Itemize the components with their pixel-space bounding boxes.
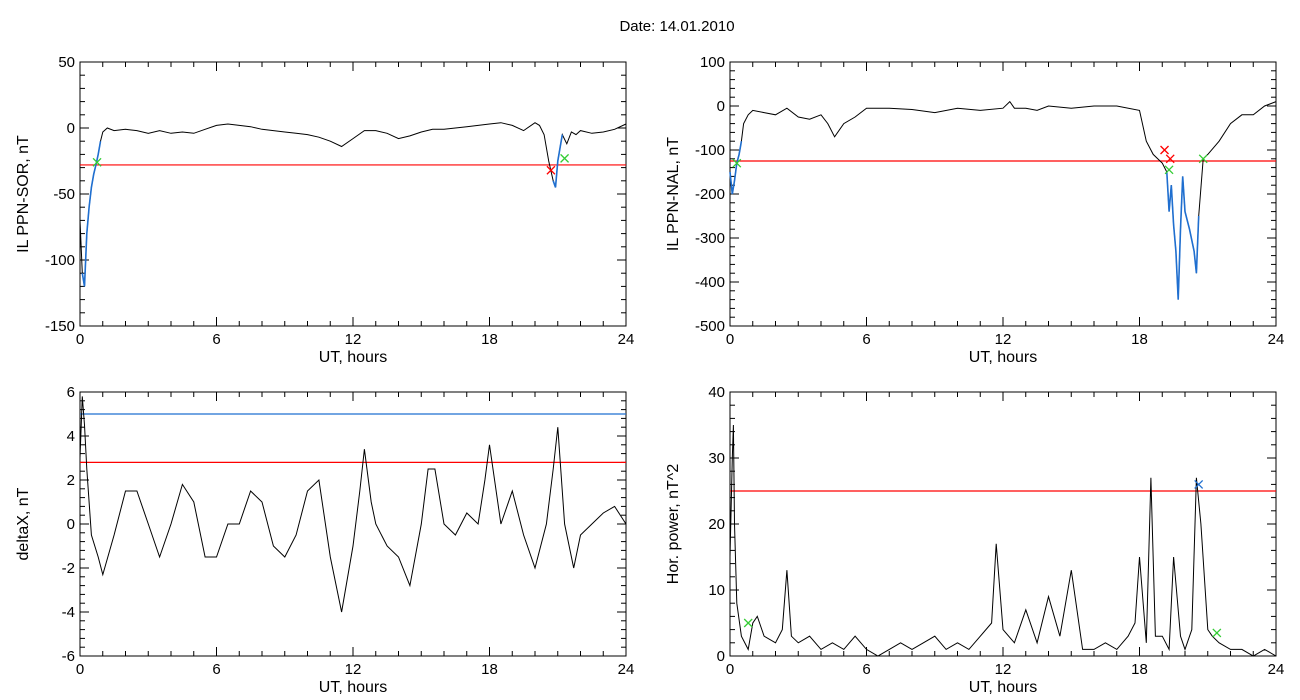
y-tick-label: 0: [67, 516, 75, 533]
marker-stroke: [1194, 479, 1204, 489]
marker-red-x: [546, 165, 556, 175]
panel-ppn-sor: 0 6 12 18 24 -150 -100 -50 0 50 UT, hours IL PPN-SO…: [15, 54, 634, 366]
marker-green-x: [1164, 165, 1174, 175]
y-tick-label: 0: [717, 98, 725, 115]
highlight-trace: [552, 134, 564, 188]
x-axis-label: UT, hours: [319, 679, 387, 696]
y-tick-label: -6: [62, 648, 75, 665]
marker-stroke: [92, 157, 102, 167]
marker-green-x: [92, 157, 102, 167]
y-tick-label: 0: [717, 648, 725, 665]
marker-green-x: [1198, 154, 1208, 164]
data-trace: [79, 122, 627, 287]
x-tick-label: 12: [345, 661, 362, 678]
y-tick-label: -200: [695, 186, 725, 203]
data-trace: [729, 424, 1277, 657]
highlight-trace: [729, 141, 743, 195]
x-tick-label: 24: [618, 331, 635, 348]
marker-stroke: [1160, 145, 1169, 155]
x-tick-label: 12: [345, 331, 362, 348]
figure-title: Date: 14.01.2010: [619, 18, 735, 35]
plot-frame: [79, 391, 627, 657]
x-tick-label: 6: [862, 661, 870, 678]
y-tick-label: -50: [53, 186, 75, 203]
plot-frame: [79, 61, 627, 327]
y-tick-label: -2: [62, 560, 75, 577]
y-tick-label: 0: [67, 120, 75, 137]
x-tick-label: 0: [726, 661, 734, 678]
x-tick-label: 12: [995, 331, 1012, 348]
x-tick-label: 0: [726, 331, 734, 348]
y-axis-label: IL PPN-SOR, nT: [15, 135, 32, 253]
marker-stroke: [732, 158, 742, 168]
highlight-trace: [81, 141, 102, 287]
y-tick-label: 40: [708, 384, 725, 401]
y-tick-label: -4: [62, 604, 75, 621]
marker-blue-x: [1194, 479, 1204, 489]
marker-green-x: [1212, 628, 1222, 638]
marker-stroke: [1165, 154, 1175, 164]
y-tick-label: 50: [58, 54, 75, 71]
y-axis-label: Hor. power, nT^2: [665, 464, 682, 585]
x-tick-label: 18: [1131, 331, 1148, 348]
marker-green-x: [732, 158, 742, 168]
x-tick-label: 24: [1268, 331, 1285, 348]
y-tick-label: 6: [67, 384, 75, 401]
x-axis-label: UT, hours: [969, 679, 1037, 696]
y-tick-label: -100: [45, 252, 75, 269]
marker-red-x: [1160, 145, 1169, 155]
plot-frame: [729, 61, 1277, 327]
y-axis-label: deltaX, nT: [15, 487, 32, 560]
panel-ppn-nal: 0 6 12 18 24 -500 -400 -300 -200 -100 0 100 UT, hour…: [665, 54, 1284, 366]
x-tick-label: 6: [212, 661, 220, 678]
marker-stroke: [743, 618, 753, 628]
x-axis-label: UT, hours: [969, 349, 1037, 366]
panel-hor-power: 0 6 12 18 24 0 10 20 30 40 UT, hours Hor. power, nT…: [665, 384, 1284, 696]
x-tick-label: 0: [76, 661, 84, 678]
plot-frame: [729, 391, 1277, 657]
y-tick-label: 10: [708, 582, 725, 599]
y-tick-label: 4: [67, 428, 75, 445]
y-tick-label: -100: [695, 142, 725, 159]
marker-green-x: [743, 618, 753, 628]
y-tick-label: -300: [695, 230, 725, 247]
y-axis-label: IL PPN-NAL, nT: [665, 137, 682, 251]
x-tick-label: 24: [618, 661, 635, 678]
marker-green-x: [560, 153, 570, 163]
x-axis-label: UT, hours: [319, 349, 387, 366]
y-tick-label: -500: [695, 318, 725, 335]
marker-red-x: [1165, 154, 1175, 164]
y-tick-label: 100: [700, 54, 725, 71]
highlight-trace: [1166, 171, 1200, 300]
marker-stroke: [1198, 154, 1208, 164]
y-tick-label: -400: [695, 274, 725, 291]
marker-stroke: [1164, 165, 1174, 175]
y-tick-label: -150: [45, 318, 75, 335]
x-tick-label: 18: [481, 331, 498, 348]
data-trace: [729, 100, 1277, 300]
y-tick-label: 2: [67, 472, 75, 489]
x-tick-label: 18: [481, 661, 498, 678]
y-tick-label: 20: [708, 516, 725, 533]
y-tick-label: 30: [708, 450, 725, 467]
x-tick-label: 6: [862, 331, 870, 348]
marker-stroke: [1212, 628, 1222, 638]
x-tick-label: 6: [212, 331, 220, 348]
x-tick-label: 24: [1268, 661, 1285, 678]
marker-stroke: [560, 153, 570, 163]
x-tick-label: 18: [1131, 661, 1148, 678]
marker-stroke: [546, 165, 556, 175]
data-trace: [79, 396, 627, 613]
x-tick-label: 0: [76, 331, 84, 348]
x-tick-label: 12: [995, 661, 1012, 678]
